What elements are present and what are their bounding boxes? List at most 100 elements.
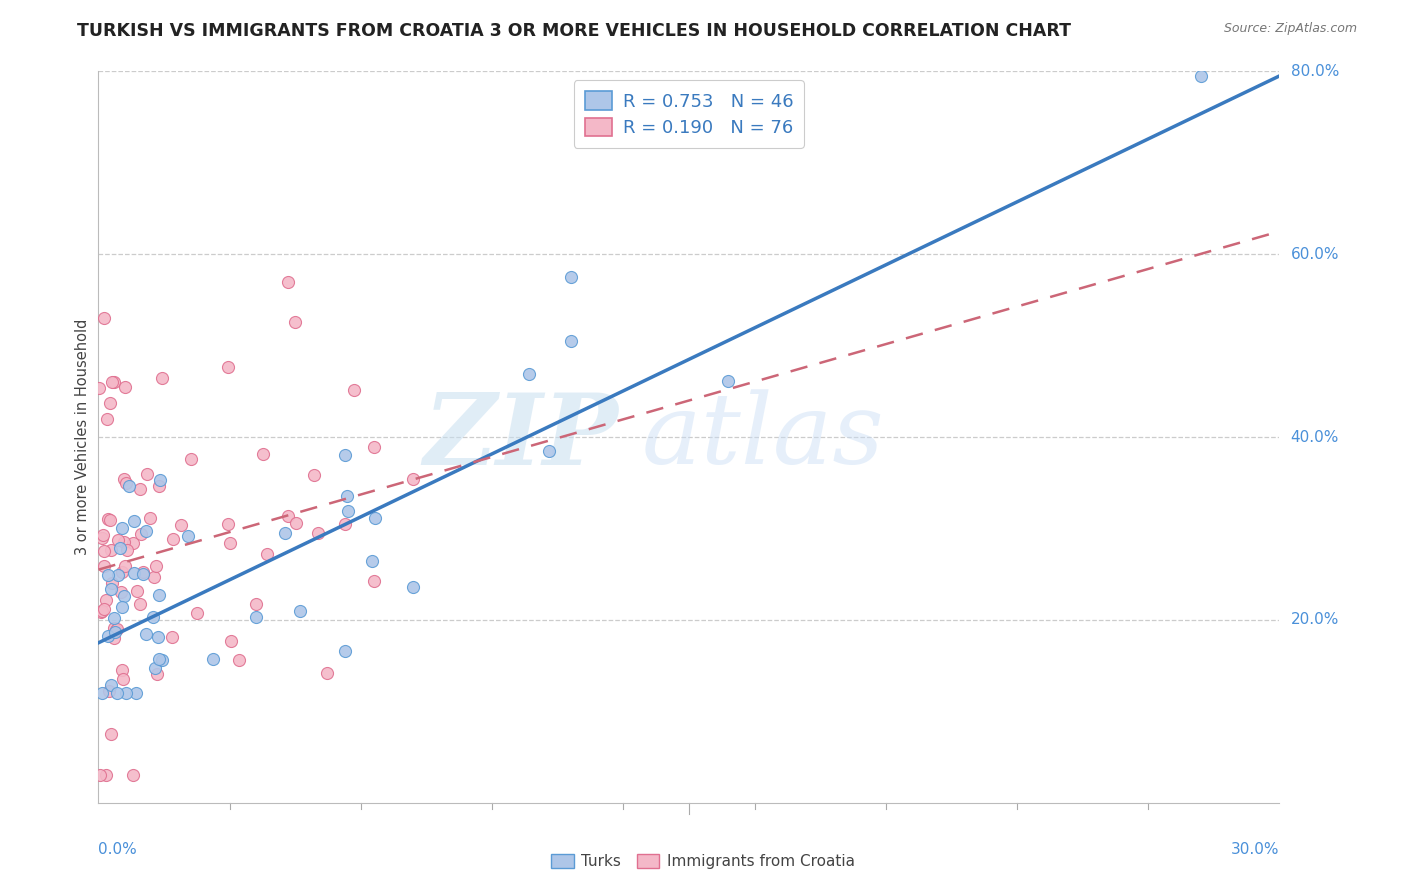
Point xyxy=(94,768,117,782)
Point xyxy=(228,653,250,667)
Point xyxy=(162,532,184,546)
Point xyxy=(180,452,202,467)
Point xyxy=(364,510,387,524)
Point xyxy=(100,395,122,409)
Point xyxy=(129,527,152,541)
Text: 80.0%: 80.0% xyxy=(1291,64,1339,78)
Point xyxy=(150,653,173,667)
Point xyxy=(103,611,125,625)
Point xyxy=(219,536,242,550)
Point xyxy=(90,604,112,618)
Point xyxy=(252,447,274,461)
Point xyxy=(111,599,134,614)
Point xyxy=(101,575,124,590)
Point xyxy=(160,630,183,644)
Point xyxy=(100,582,122,596)
Point xyxy=(91,686,114,700)
Point xyxy=(315,665,337,680)
Point xyxy=(277,275,299,289)
Point xyxy=(97,630,120,644)
Point xyxy=(131,565,153,579)
Point xyxy=(256,547,278,561)
Point xyxy=(112,589,135,603)
Point xyxy=(112,672,135,686)
Point xyxy=(134,627,156,641)
Point xyxy=(93,311,115,326)
Point xyxy=(145,559,167,574)
Point xyxy=(288,604,311,618)
Point xyxy=(560,334,582,349)
Point xyxy=(149,473,172,487)
Point xyxy=(111,521,134,535)
Point xyxy=(336,504,359,518)
Point xyxy=(90,605,112,619)
Point xyxy=(91,527,114,541)
Point xyxy=(343,383,366,397)
Point xyxy=(100,678,122,692)
Point xyxy=(1189,69,1212,83)
Text: 20.0%: 20.0% xyxy=(1291,613,1339,627)
Point xyxy=(105,623,128,637)
Text: ZIP: ZIP xyxy=(423,389,619,485)
Point xyxy=(114,475,136,490)
Point xyxy=(108,541,131,556)
Point xyxy=(100,376,122,390)
Point xyxy=(537,443,560,458)
Point xyxy=(245,610,267,624)
Point xyxy=(217,359,239,374)
Point xyxy=(135,467,157,481)
Point xyxy=(96,567,118,582)
Point xyxy=(560,270,582,285)
Point xyxy=(122,514,145,528)
Point xyxy=(148,630,170,644)
Point xyxy=(118,479,141,493)
Point xyxy=(302,467,325,482)
Point xyxy=(128,598,150,612)
Point xyxy=(284,315,307,329)
Point xyxy=(97,512,120,526)
Point xyxy=(91,532,114,546)
Point xyxy=(170,517,193,532)
Point xyxy=(105,623,128,637)
Point xyxy=(125,686,148,700)
Point xyxy=(142,610,165,624)
Point xyxy=(336,489,359,503)
Point xyxy=(402,472,425,486)
Point xyxy=(402,580,425,594)
Point xyxy=(219,633,242,648)
Point xyxy=(245,597,267,611)
Point xyxy=(94,593,117,607)
Point xyxy=(277,509,299,524)
Point xyxy=(274,526,297,541)
Legend: R = 0.753   N = 46, R = 0.190   N = 76: R = 0.753 N = 46, R = 0.190 N = 76 xyxy=(574,80,804,148)
Point xyxy=(107,568,129,582)
Point xyxy=(110,584,132,599)
Point xyxy=(517,368,540,382)
Point xyxy=(98,684,121,698)
Point xyxy=(98,513,121,527)
Text: 30.0%: 30.0% xyxy=(1232,842,1279,856)
Point xyxy=(132,567,155,582)
Text: atlas: atlas xyxy=(641,390,884,484)
Point xyxy=(307,525,329,540)
Point xyxy=(150,371,173,385)
Point xyxy=(89,381,111,395)
Point xyxy=(128,482,150,496)
Point xyxy=(202,652,225,666)
Text: 0.0%: 0.0% xyxy=(98,842,138,856)
Point xyxy=(112,472,135,486)
Point xyxy=(363,574,385,589)
Point xyxy=(89,768,111,782)
Point xyxy=(360,554,382,568)
Point xyxy=(105,686,128,700)
Text: 40.0%: 40.0% xyxy=(1291,430,1339,444)
Point xyxy=(186,606,208,620)
Point xyxy=(103,631,125,645)
Point xyxy=(93,544,115,558)
Point xyxy=(114,380,136,394)
Point xyxy=(93,558,115,573)
Point xyxy=(143,570,166,584)
Point xyxy=(335,516,357,531)
Point xyxy=(114,558,136,573)
Point xyxy=(111,663,134,677)
